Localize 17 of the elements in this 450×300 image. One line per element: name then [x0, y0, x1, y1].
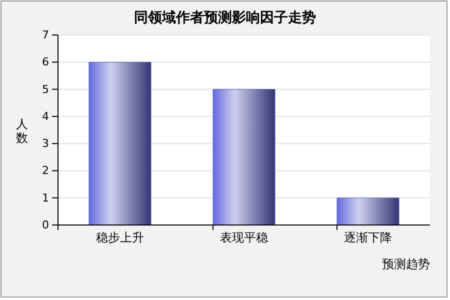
y-tick-label: 4 [42, 110, 49, 123]
y-tick-label: 7 [42, 28, 49, 42]
y-tick-label: 0 [42, 218, 49, 232]
x-tick-label: 逐渐下降 [344, 230, 392, 245]
y-tick-label: 2 [42, 164, 49, 178]
y-axis-title: 人数 [16, 117, 28, 145]
chart-title: 同领域作者预测影响因子走势 [134, 10, 316, 26]
y-tick-label: 1 [42, 191, 49, 204]
bar [88, 62, 152, 226]
x-tick-label: 稳步上升 [96, 230, 144, 245]
y-tick-label: 6 [42, 56, 49, 69]
x-axis-title: 预测趋势 [382, 257, 430, 271]
x-tick-label: 表现平稳 [220, 230, 268, 245]
bar [336, 198, 400, 226]
y-tick-label: 3 [42, 137, 49, 150]
bar [212, 89, 276, 226]
y-tick-label: 5 [42, 82, 49, 96]
